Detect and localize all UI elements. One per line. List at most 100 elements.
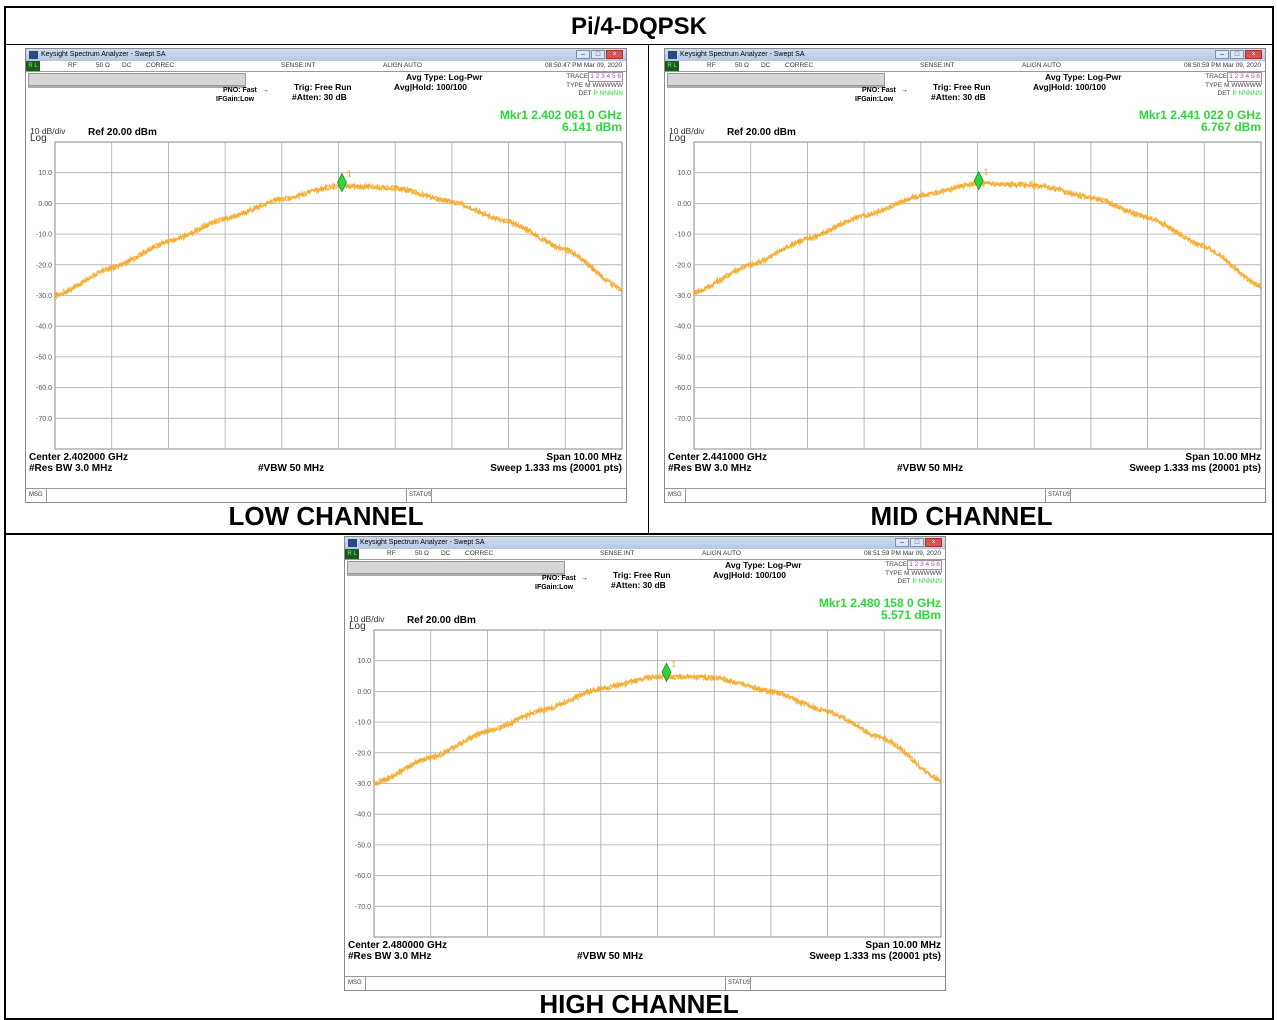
atten-label: #Atten: 30 dB xyxy=(292,92,347,102)
y-tick-label: -20.0 xyxy=(36,262,52,269)
input-bar[interactable] xyxy=(28,73,246,86)
input-bar[interactable] xyxy=(347,561,565,574)
vbw: #VBW 50 MHz xyxy=(897,463,964,474)
trace-point xyxy=(451,201,453,203)
per-div-label: 10 dB/div xyxy=(669,126,705,136)
center-frequency: Center 2.480000 GHz xyxy=(348,940,447,951)
close-button[interactable]: × xyxy=(1245,50,1262,59)
avg-type-label: Avg Type: Log-Pwr xyxy=(1045,72,1122,82)
trigger-arrow-icon: → xyxy=(901,87,908,94)
trace-point xyxy=(1260,285,1262,288)
close-button[interactable]: × xyxy=(606,50,623,59)
input-bar-underline xyxy=(347,574,565,576)
trace-row: TRACE 1 2 3 4 5 6 xyxy=(885,560,942,570)
y-tick-label: -10.0 xyxy=(355,720,371,727)
app-icon xyxy=(29,51,38,59)
status-row: R L RF 50 Ω DC CORREC SENSE:INT ALIGN AUTO 08:5… xyxy=(26,61,626,72)
sense-label: SENSE:INT xyxy=(920,62,955,69)
marker-level: 5.571 dBm xyxy=(880,608,941,622)
marker-level: 6.141 dBm xyxy=(561,120,622,134)
message-bar: MSG STATUS xyxy=(26,488,626,502)
row-divider xyxy=(4,533,1274,535)
window-titlebar: Keysight Spectrum Analyzer - Swept SA – □ × xyxy=(345,537,945,549)
scale-label: 10 dB/div Log xyxy=(669,126,705,144)
trig-label: Trig: Free Run xyxy=(613,570,671,580)
trace-info: TRACE 1 2 3 4 5 6 TYPE M WWWWW DET P NNNNN xyxy=(1205,72,1262,98)
timestamp: 08:50:59 PM Mar 09, 2020 xyxy=(1184,62,1261,69)
type-label: TYPE xyxy=(566,82,584,89)
det-label: DET xyxy=(578,90,592,97)
status-divider-left xyxy=(1045,489,1046,502)
center-frequency: Center 2.402000 GHz xyxy=(29,452,128,463)
sense-label: SENSE:INT xyxy=(281,62,316,69)
input-bar[interactable] xyxy=(667,73,885,86)
trace-point xyxy=(110,267,113,269)
trace-point xyxy=(770,690,772,693)
align-label: ALIGN AUTO xyxy=(1022,62,1061,69)
spectrum-plot: 10.0 0.00 -10.0 -20.0 -30.0 -40.0 -50.0 -60.0 -7… xyxy=(355,629,942,938)
type-label: TYPE xyxy=(885,570,903,577)
center-frequency: Center 2.441000 GHz xyxy=(668,452,767,463)
window-title: Keysight Spectrum Analyzer - Swept SA xyxy=(680,51,805,58)
align-label: ALIGN AUTO xyxy=(383,62,422,69)
y-tick-label: -30.0 xyxy=(355,781,371,788)
span: Span 10.00 MHz xyxy=(546,452,622,463)
trace-point xyxy=(281,197,283,200)
scale-label: 10 dB/div Log xyxy=(30,126,66,144)
per-div-label: 10 dB/div xyxy=(349,614,385,624)
minimize-button[interactable]: – xyxy=(895,538,909,547)
coupling-label: DC xyxy=(441,550,451,557)
low-channel-caption: LOW CHANNEL xyxy=(228,501,424,531)
status-divider-right xyxy=(431,489,432,502)
trace-point xyxy=(940,779,942,782)
impedance-label: 50 Ω xyxy=(735,62,749,69)
marker-frequency: Mkr1 2.480 158 0 GHz xyxy=(818,596,941,610)
high-channel-caption: HIGH CHANNEL xyxy=(539,989,739,1019)
minimize-button[interactable]: – xyxy=(1215,50,1229,59)
trig-label: Trig: Free Run xyxy=(933,82,991,92)
close-button[interactable]: × xyxy=(925,538,942,547)
msg-divider xyxy=(46,489,47,502)
det-values: P NNNNN xyxy=(1232,90,1263,97)
minimize-button[interactable]: – xyxy=(576,50,590,59)
scale-label: 10 dB/div Log xyxy=(349,614,385,632)
y-tick-label: -60.0 xyxy=(355,873,371,880)
trace-point xyxy=(564,248,567,251)
marker-diamond-icon xyxy=(337,172,347,193)
per-div-label: 10 dB/div xyxy=(30,126,66,136)
pno-label: PNO: Fast xyxy=(542,575,576,582)
trace-point xyxy=(394,187,397,189)
rf-label: RF xyxy=(707,62,716,69)
message-bar: MSG STATUS xyxy=(345,976,945,990)
trace-label: TRACE xyxy=(566,73,589,80)
res-bw: #Res BW 3.0 MHz xyxy=(348,951,432,962)
marker-number: 1 xyxy=(347,170,352,179)
trace-label: TRACE xyxy=(885,561,908,568)
spectrum-panel-high: Keysight Spectrum Analyzer - Swept SA – □ ×… xyxy=(344,536,946,991)
pno-label: PNO: Fast xyxy=(862,87,896,94)
trace-numbers: 1 2 3 4 5 6 xyxy=(907,560,942,570)
vbw: #VBW 50 MHz xyxy=(577,951,644,962)
restore-button[interactable]: □ xyxy=(591,50,605,59)
y-tick-label: -40.0 xyxy=(36,324,52,331)
trace-row: TRACE 1 2 3 4 5 6 xyxy=(1205,72,1262,82)
restore-button[interactable]: □ xyxy=(1230,50,1244,59)
y-tick-label: -70.0 xyxy=(355,904,371,911)
avg-hold-label: Avg|Hold: 100/100 xyxy=(1033,82,1106,92)
log-label: Log xyxy=(30,133,47,144)
restore-button[interactable]: □ xyxy=(910,538,924,547)
ifgain-label: IFGain:Low xyxy=(855,96,894,103)
correc-label: CORREC xyxy=(465,550,494,557)
marker-frequency: Mkr1 2.441 022 0 GHz xyxy=(1138,108,1261,122)
avg-type-label: Avg Type: Log-Pwr xyxy=(725,560,802,570)
y-tick-label: 0.00 xyxy=(357,689,371,696)
y-tick-label: 0.00 xyxy=(677,201,691,208)
spectrum-panel-low: Keysight Spectrum Analyzer - Swept SA – □ ×… xyxy=(25,48,627,503)
msg-label: MSG xyxy=(668,492,682,498)
correc-label: CORREC xyxy=(146,62,175,69)
impedance-label: 50 Ω xyxy=(96,62,110,69)
marker-diamond-icon xyxy=(973,170,984,191)
msg-divider xyxy=(365,977,366,990)
impedance-label: 50 Ω xyxy=(415,550,429,557)
y-tick-label: -40.0 xyxy=(675,324,691,331)
